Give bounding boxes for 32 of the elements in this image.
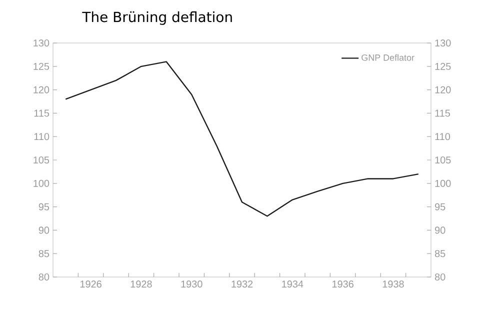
y-tick-label: 130 xyxy=(34,39,50,47)
x-tick-label: 1938 xyxy=(382,280,404,288)
y2-tick-label: 100 xyxy=(435,180,451,187)
y-tick-label: 105 xyxy=(34,156,50,164)
y2-tick-label: 120 xyxy=(435,86,451,94)
chart-title: The Brüning deflation xyxy=(82,11,232,25)
y2-tick-label: 130 xyxy=(435,39,451,47)
y-tick-label: 100 xyxy=(34,180,50,187)
y2-tick-label: 80 xyxy=(434,273,446,281)
legend-label: GNP Deflator xyxy=(362,54,414,61)
y2-tick-label: 125 xyxy=(435,62,451,70)
x-tick-label: 1936 xyxy=(332,280,354,288)
x-tick-label: 1926 xyxy=(80,280,102,288)
y2-tick-label: 110 xyxy=(435,133,450,140)
x-tick-label: 1932 xyxy=(232,280,253,288)
y2-tick-label: 85 xyxy=(434,250,446,258)
y-tick-label: 110 xyxy=(34,133,50,140)
x-tick-label: 1934 xyxy=(282,280,304,288)
y-tick-label: 95 xyxy=(38,203,50,210)
y-tick-label: 90 xyxy=(38,226,50,234)
y-tick-label: 80 xyxy=(38,273,50,281)
y2-tick-label: 115 xyxy=(435,110,450,117)
y2-tick-label: 95 xyxy=(435,203,446,210)
x-tick-label: 1928 xyxy=(130,280,152,288)
y-tick-label: 125 xyxy=(34,62,50,70)
y-tick-label: 85 xyxy=(38,250,50,258)
y2-tick-label: 90 xyxy=(435,226,446,234)
line-series xyxy=(65,61,420,217)
y-tick-label: 115 xyxy=(34,110,50,117)
y-tick-label: 120 xyxy=(34,86,50,94)
y2-tick-label: 105 xyxy=(435,156,451,164)
x-tick-label: 1930 xyxy=(181,280,202,288)
